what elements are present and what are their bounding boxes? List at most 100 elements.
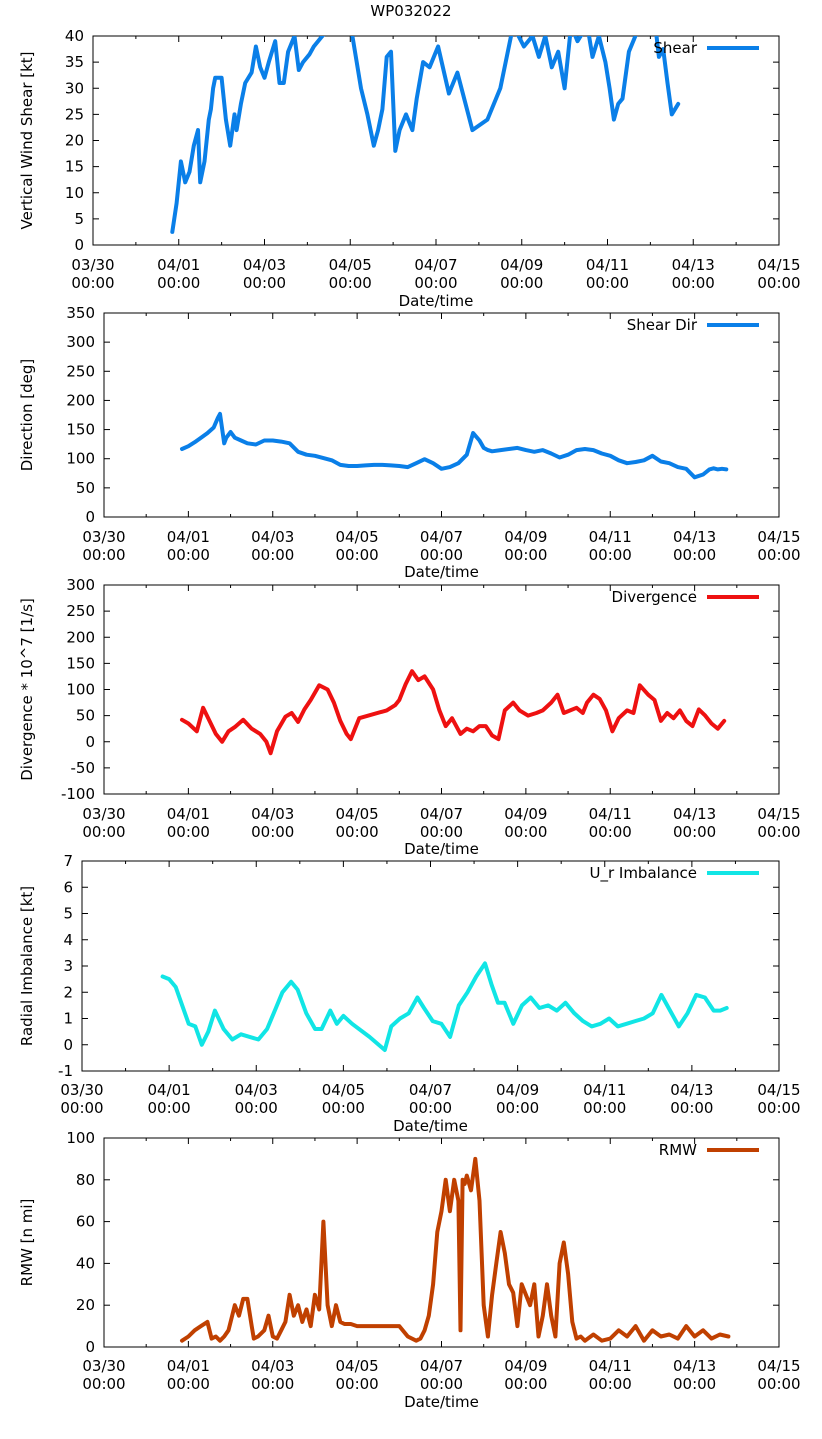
chart2-xtick-date-label: 04/11 xyxy=(589,528,632,546)
chart4-xtick-date-label: 04/05 xyxy=(322,1081,365,1099)
chart1-xtick-date-label: 04/09 xyxy=(500,256,543,274)
chart3-xtick-time-label: 00:00 xyxy=(673,823,716,841)
chart4-ytick-label: 2 xyxy=(63,983,73,1001)
chart4-xtick-time-label: 00:00 xyxy=(322,1099,365,1117)
chart4-xtick-time-label: 00:00 xyxy=(60,1099,103,1117)
chart1-xtick-time-label: 00:00 xyxy=(414,274,457,292)
chart5-ytick-label: 40 xyxy=(76,1254,95,1272)
chart5-xtick-date-label: 04/07 xyxy=(420,1357,463,1375)
chart1-ytick-label: 30 xyxy=(65,79,84,97)
chart5-xtick-date-label: 04/01 xyxy=(167,1357,210,1375)
chart4-ytick-label: 1 xyxy=(63,1010,73,1028)
chart2-xtick-date-label: 04/05 xyxy=(336,528,379,546)
chart2-xtick-date-label: 04/09 xyxy=(504,528,547,546)
chart3-x-axis-label: Date/time xyxy=(404,840,479,858)
chart2-xtick-date-label: 04/15 xyxy=(757,528,800,546)
chart4-ytick-label: 4 xyxy=(63,931,73,949)
chart2-xtick-time-label: 00:00 xyxy=(82,546,125,564)
chart3-y-axis-label: Divergence * 10^7 [1/s] xyxy=(18,598,36,781)
chart4-xtick-time-label: 00:00 xyxy=(409,1099,452,1117)
chart2-ytick-label: 350 xyxy=(66,304,95,322)
chart5-xtick-date-label: 04/05 xyxy=(336,1357,379,1375)
chart5-plot-frame xyxy=(103,1137,780,1348)
chart4-xtick-date-label: 03/30 xyxy=(60,1081,103,1099)
chart4-x-axis-label: Date/time xyxy=(393,1117,468,1135)
chart4-ytick-label: 5 xyxy=(63,905,73,923)
chart4-xtick-time-label: 00:00 xyxy=(670,1099,713,1117)
chart5-xtick-time-label: 00:00 xyxy=(336,1375,379,1393)
chart3-xtick-date-label: 03/30 xyxy=(82,805,125,823)
chart1-ytick-label: 25 xyxy=(65,105,84,123)
chart3-xtick-time-label: 00:00 xyxy=(167,823,210,841)
chart1-ytick-label: 5 xyxy=(74,210,84,228)
chart3-xtick-time-label: 00:00 xyxy=(336,823,379,841)
chart5-ytick-label: 60 xyxy=(76,1213,95,1231)
chart5-xtick-date-label: 04/13 xyxy=(673,1357,716,1375)
chart2-xtick-time-label: 00:00 xyxy=(251,546,294,564)
chart5-xtick-date-label: 04/03 xyxy=(251,1357,294,1375)
chart1-xtick-date-label: 04/13 xyxy=(672,256,715,274)
chart2-xtick-date-label: 04/01 xyxy=(167,528,210,546)
chart2-xtick-date-label: 04/13 xyxy=(673,528,716,546)
chart1-ytick-label: 15 xyxy=(65,158,84,176)
chart1-xtick-time-label: 00:00 xyxy=(329,274,372,292)
chart5-ytick-label: 0 xyxy=(85,1338,95,1356)
chart5-x-axis-label: Date/time xyxy=(404,1393,479,1411)
chart1-ytick-label: 20 xyxy=(65,132,84,150)
chart5-xtick-date-label: 04/11 xyxy=(589,1357,632,1375)
chart2-y-axis-label: Direction [deg] xyxy=(18,359,36,472)
chart2-xtick-date-label: 03/30 xyxy=(82,528,125,546)
chart2-xtick-time-label: 00:00 xyxy=(504,546,547,564)
chart3-xtick-time-label: 00:00 xyxy=(82,823,125,841)
chart5-y-axis-label: RMW [n mi] xyxy=(18,1199,36,1287)
chart5-xtick-time-label: 00:00 xyxy=(673,1375,716,1393)
chart3-ytick-label: 300 xyxy=(66,576,95,594)
chart5-ytick-label: 100 xyxy=(66,1129,95,1147)
chart2-ytick-label: 150 xyxy=(66,421,95,439)
chart1-xtick-date-label: 04/05 xyxy=(329,256,372,274)
chart1-xtick-date-label: 04/03 xyxy=(243,256,286,274)
chart4-xtick-date-label: 04/01 xyxy=(148,1081,191,1099)
chart3-xtick-date-label: 04/11 xyxy=(589,805,632,823)
chart4-series-line xyxy=(160,961,729,1052)
chart4-ytick-label: 0 xyxy=(63,1036,73,1054)
chart1-ytick-label: 10 xyxy=(65,184,84,202)
chart3-ytick-label: -50 xyxy=(71,759,96,777)
chart1-xtick-time-label: 00:00 xyxy=(672,274,715,292)
chart4-xtick-time-label: 00:00 xyxy=(148,1099,191,1117)
chart2-xtick-time-label: 00:00 xyxy=(673,546,716,564)
chart3-ytick-label: 100 xyxy=(66,681,95,699)
chart4-y-axis-label: Radial Imbalance [kt] xyxy=(18,886,36,1046)
chart2-ytick-label: 100 xyxy=(66,450,95,468)
chart3-ytick-label: 0 xyxy=(85,733,95,751)
chart2-xtick-time-label: 00:00 xyxy=(167,546,210,564)
chart4-legend-label: U_r Imbalance xyxy=(589,864,697,883)
chart3-ytick-label: -100 xyxy=(61,785,95,803)
chart1-ytick-label: 35 xyxy=(65,53,84,71)
chart3-xtick-date-label: 04/01 xyxy=(167,805,210,823)
chart1-xtick-time-label: 00:00 xyxy=(157,274,200,292)
chart5-xtick-time-label: 00:00 xyxy=(589,1375,632,1393)
chart2-legend-label: Shear Dir xyxy=(627,316,698,334)
chart2-xtick-time-label: 00:00 xyxy=(757,546,800,564)
chart2-ytick-label: 0 xyxy=(85,508,95,526)
chart3-xtick-time-label: 00:00 xyxy=(420,823,463,841)
chart4-xtick-date-label: 04/07 xyxy=(409,1081,452,1099)
chart3-xtick-date-label: 04/03 xyxy=(251,805,294,823)
chart1-ytick-label: 0 xyxy=(74,236,84,254)
chart4-xtick-date-label: 04/03 xyxy=(235,1081,278,1099)
chart5-xtick-time-label: 00:00 xyxy=(82,1375,125,1393)
chart2-xtick-time-label: 00:00 xyxy=(336,546,379,564)
chart1-xtick-date-label: 04/01 xyxy=(157,256,200,274)
chart3-series-line xyxy=(180,669,727,756)
chart1-xtick-time-label: 00:00 xyxy=(243,274,286,292)
chart4-ytick-label: 3 xyxy=(63,957,73,975)
chart1-x-axis-label: Date/time xyxy=(399,292,474,310)
chart3-xtick-date-label: 04/09 xyxy=(504,805,547,823)
chart2-ytick-label: 200 xyxy=(66,391,95,409)
chart5-xtick-time-label: 00:00 xyxy=(167,1375,210,1393)
chart1-xtick-time-label: 00:00 xyxy=(71,274,114,292)
chart3-plot-frame xyxy=(103,584,780,795)
